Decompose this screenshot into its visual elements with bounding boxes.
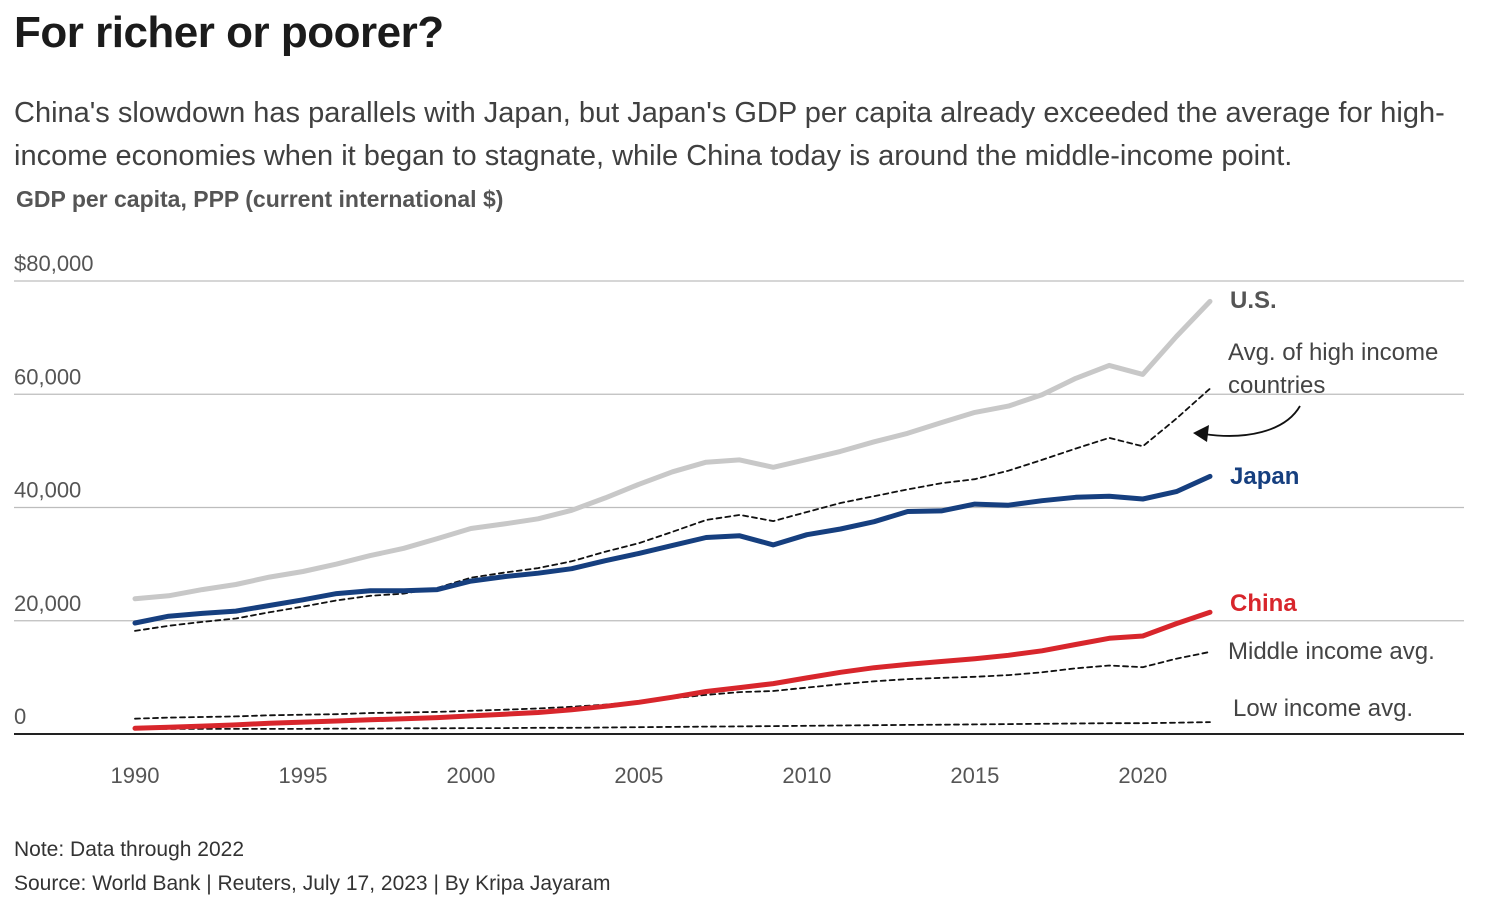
x-tick-label-2015: 2015	[950, 763, 999, 788]
x-tick-label-2000: 2000	[446, 763, 495, 788]
series-line-china	[132, 609, 1213, 731]
label-japan: Japan	[1230, 463, 1299, 490]
y-tick-label-40000: 40,000	[14, 478, 81, 503]
gridlines	[14, 280, 1464, 735]
high-income-arrowhead-icon	[1193, 425, 1209, 442]
series-line-us	[132, 298, 1213, 602]
y-axis-tick-labels: 0 20,000 40,000 60,000 $80,000	[14, 251, 94, 729]
series-line-high-income	[134, 387, 1211, 632]
series-lines	[132, 298, 1213, 731]
series-line-middle-income	[134, 651, 1211, 720]
high-income-arrow	[1203, 405, 1301, 437]
label-low-income: Low income avg.	[1233, 695, 1413, 722]
x-tick-label-1990: 1990	[111, 763, 160, 788]
series-annotations: U.S. Avg. of high income countries Japan…	[1193, 287, 1438, 722]
chart-title: For richer or poorer?	[14, 8, 444, 57]
series-line-japan	[132, 473, 1213, 626]
chart-note: Note: Data through 2022	[14, 838, 244, 861]
label-high-income-line2: countries	[1228, 372, 1325, 399]
chart-subtitle: China's slowdown has parallels with Japa…	[14, 97, 1445, 172]
label-china: China	[1230, 590, 1297, 617]
label-us: U.S.	[1230, 287, 1277, 314]
y-axis-title: GDP per capita, PPP (current internation…	[16, 186, 504, 212]
y-tick-label-20000: 20,000	[14, 591, 81, 616]
chart-source: Source: World Bank | Reuters, July 17, 2…	[14, 872, 611, 895]
y-tick-label-60000: 60,000	[14, 364, 81, 389]
x-tick-label-2010: 2010	[782, 763, 831, 788]
x-tick-label-2005: 2005	[614, 763, 663, 788]
x-axis-tick-labels: 1990 1995 2000 2005 2010 2015 2020	[111, 763, 1168, 788]
label-middle-income: Middle income avg.	[1228, 638, 1435, 665]
series-line-low-income	[134, 721, 1211, 730]
x-tick-label-2020: 2020	[1118, 763, 1167, 788]
y-tick-label-0: 0	[14, 704, 26, 729]
y-tick-label-80000: $80,000	[14, 251, 94, 276]
label-high-income-line1: Avg. of high income	[1228, 339, 1438, 366]
x-tick-label-1995: 1995	[278, 763, 327, 788]
